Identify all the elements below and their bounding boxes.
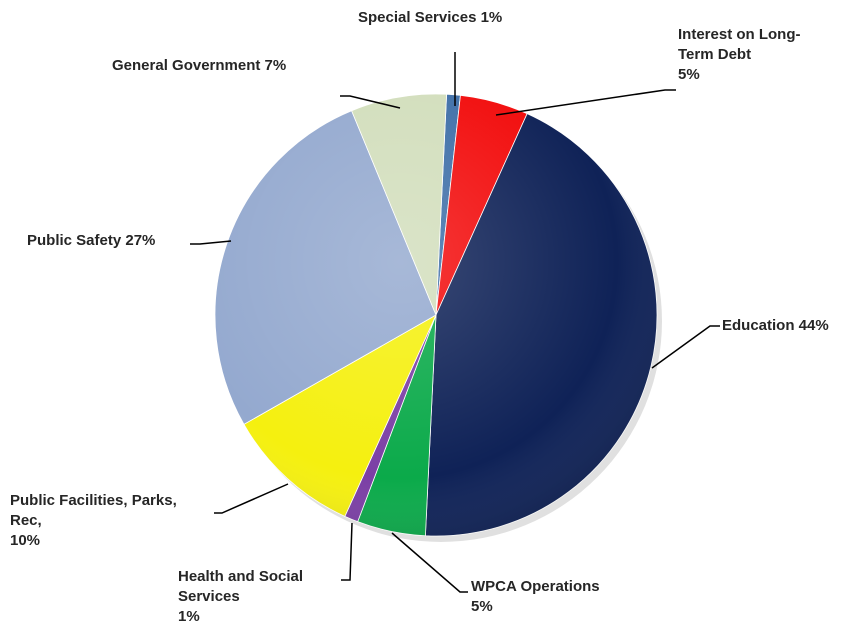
leader-line-general-government (340, 95, 401, 109)
leader-line-health-and-social-services (341, 522, 353, 581)
label-general-government: General Government 7% (112, 57, 287, 74)
label-wpca-operations: WPCA Operations 5% (471, 578, 600, 615)
leader-line-wpca-operations (391, 532, 468, 593)
label-education: Education 44% (722, 317, 829, 334)
label-public-safety: Public Safety 27% (27, 232, 156, 249)
leader-line-education (651, 325, 720, 369)
leader-line-public-safety (190, 240, 232, 245)
label-special-services: Special Services 1% (358, 9, 503, 26)
leader-line-interest-on-long-term-debt (495, 89, 676, 116)
label-public-facilities-parks-rec: Public Facilities, Parks, Rec, 10% (10, 492, 177, 549)
label-interest-on-long-term-debt: Interest on Long- Term Debt 5% (678, 26, 801, 83)
label-health-and-social-services: Health and Social Services 1% (178, 568, 304, 625)
leader-line-public-facilities-parks-rec (214, 483, 289, 514)
